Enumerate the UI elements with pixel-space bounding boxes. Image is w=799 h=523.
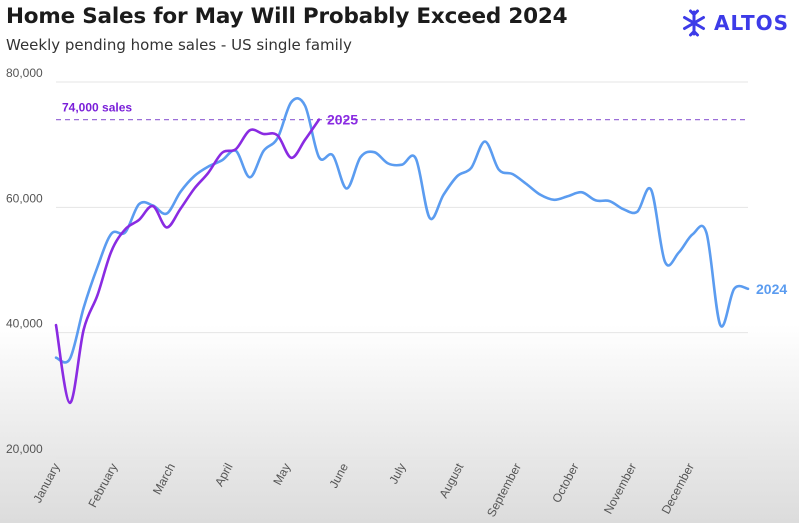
reference-line-label: 74,000 sales (62, 101, 132, 115)
x-tick-label: October (549, 461, 581, 505)
y-axis: 20,000 40,000 60,000 80,000 (6, 66, 43, 456)
x-tick-label: February (85, 461, 120, 510)
chart-subtitle: Weekly pending home sales - US single fa… (6, 36, 352, 54)
x-tick-label: March (150, 461, 178, 497)
reference-line-group: 74,000 sales (56, 101, 748, 121)
x-tick-label: September (484, 461, 524, 519)
series-lines (54, 97, 750, 405)
y-tick-label: 40,000 (6, 317, 43, 331)
x-tick-label: December (659, 461, 697, 516)
brand-logo: ALTOS (680, 8, 789, 38)
series-line-2025 (54, 118, 321, 405)
x-axis: January February March April May June July Augu… (30, 460, 697, 519)
chart-title: Home Sales for May Will Probably Exceed … (6, 4, 568, 29)
series-label-2024: 2024 (756, 281, 787, 297)
x-tick-label: July (386, 461, 408, 486)
series-labels: 2024 2025 (327, 112, 787, 297)
x-tick-label: November (601, 461, 639, 516)
y-tick-label: 20,000 (6, 442, 43, 456)
x-tick-label: April (212, 461, 236, 489)
y-tick-label: 80,000 (6, 66, 43, 80)
series-label-2025: 2025 (327, 112, 358, 128)
x-tick-label: May (270, 461, 293, 488)
x-tick-label: January (30, 461, 62, 505)
series-line-2024 (54, 97, 750, 364)
snowflake-icon (683, 9, 706, 37)
y-tick-label: 60,000 (6, 191, 43, 205)
x-tick-label: June (326, 461, 351, 491)
brand-name: ALTOS (714, 11, 789, 35)
gridlines (56, 81, 748, 459)
x-tick-label: August (436, 460, 466, 500)
